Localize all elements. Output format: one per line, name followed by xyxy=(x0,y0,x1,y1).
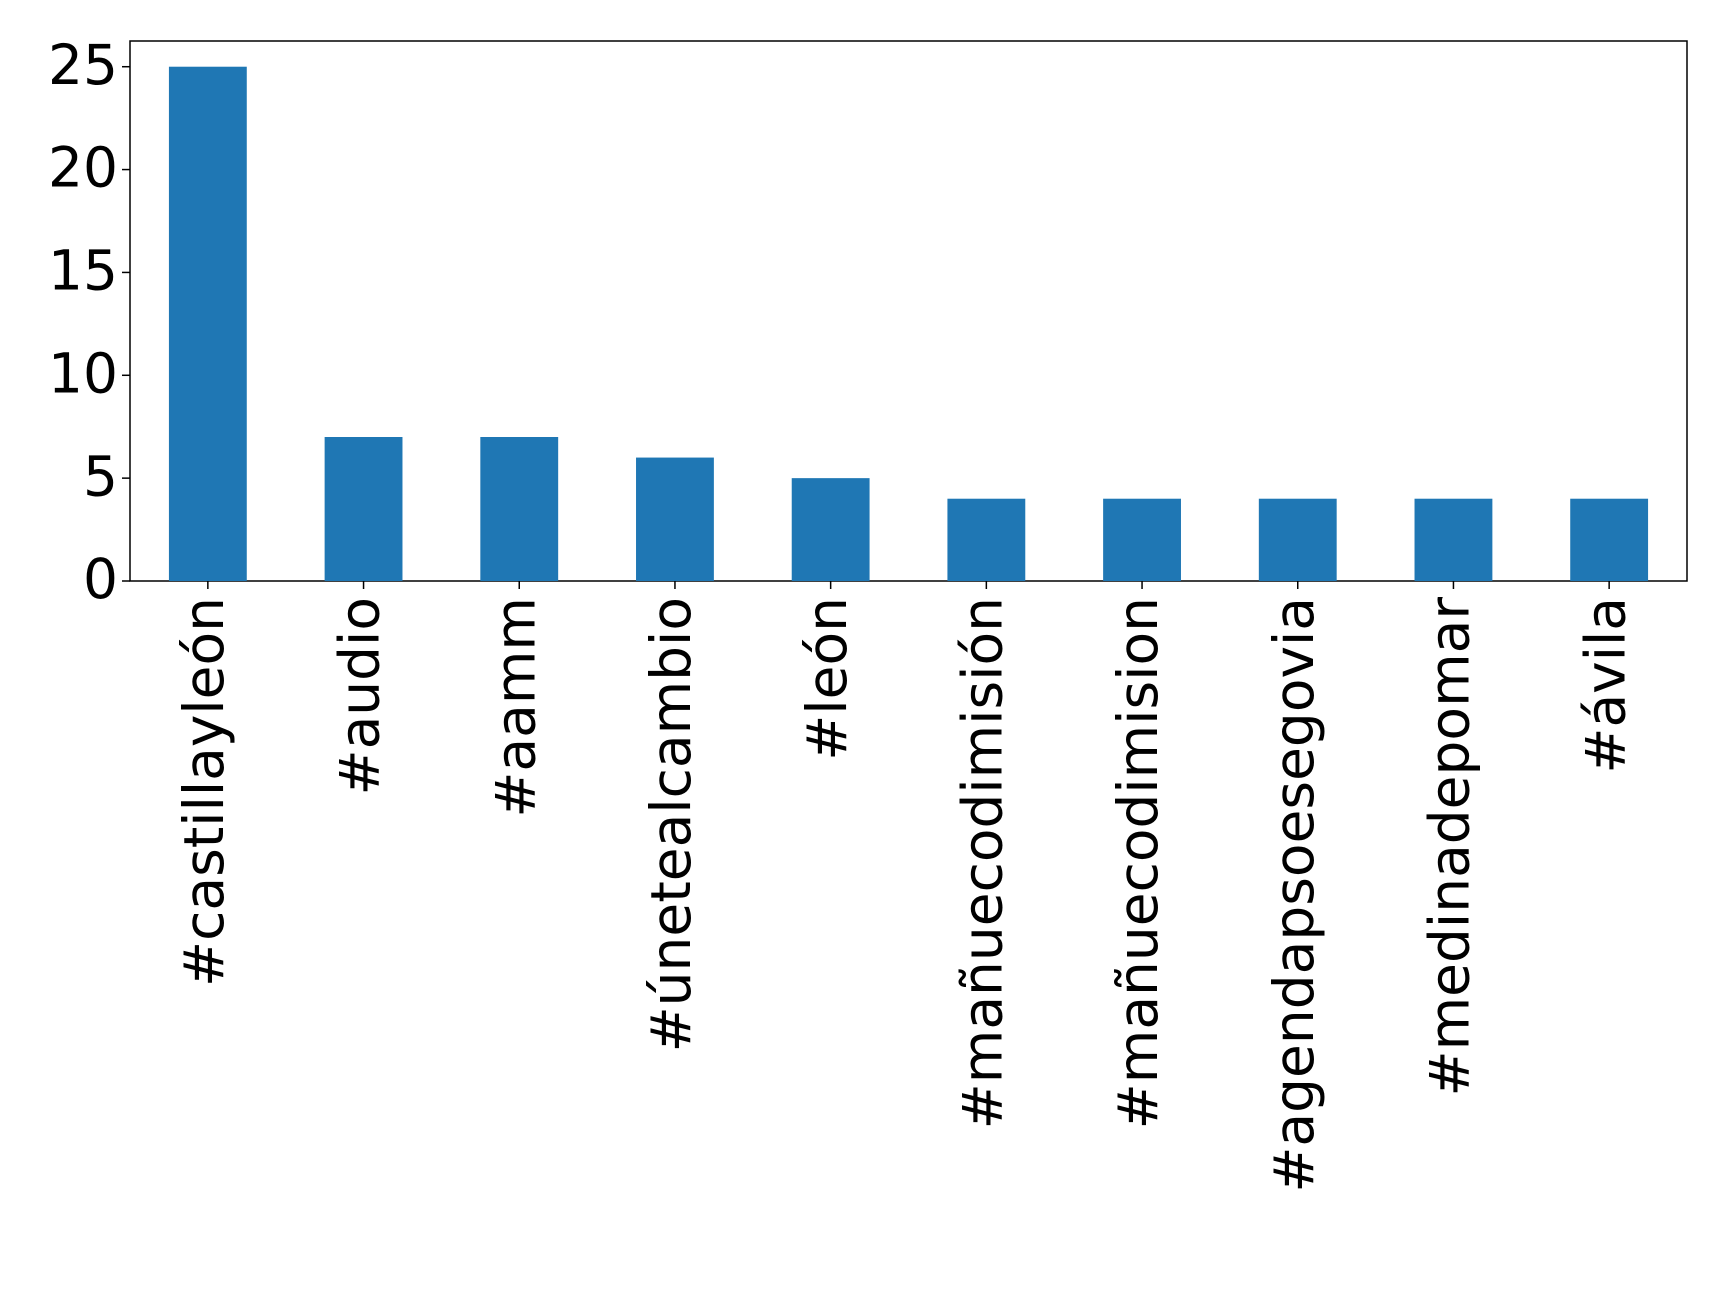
plot-frame xyxy=(129,40,1688,582)
bar xyxy=(1570,498,1649,581)
y-tick-label: 5 xyxy=(83,444,118,508)
x-tick-label: #aamm xyxy=(483,597,547,818)
bar xyxy=(324,437,403,581)
x-tick-label: #castillayleón xyxy=(172,597,236,987)
bar xyxy=(1103,498,1181,581)
y-tick-label: 10 xyxy=(48,341,118,405)
bar xyxy=(947,498,1026,581)
bar xyxy=(480,437,559,581)
bar xyxy=(791,478,870,581)
x-tick-label: #mañuecodimisión xyxy=(950,597,1014,1129)
bar xyxy=(1414,498,1493,581)
bar xyxy=(1258,498,1337,581)
y-tick-label: 20 xyxy=(48,136,118,200)
x-tick-label: #medinadepomar xyxy=(1418,597,1482,1097)
x-tick-label: #agendapsoesegovia xyxy=(1262,597,1326,1193)
x-tick-label: #mañuecodimision xyxy=(1106,597,1170,1129)
bar xyxy=(168,66,247,581)
x-tick-label: #león xyxy=(795,597,859,761)
x-tick-label: #únetealcambio xyxy=(639,597,703,1052)
x-tick-label: #ávila xyxy=(1573,597,1637,774)
y-tick-label: 25 xyxy=(48,33,118,97)
bar xyxy=(636,457,714,581)
y-tick-label: 15 xyxy=(48,239,118,303)
y-tick-label: 0 xyxy=(83,547,118,611)
x-tick-label: #audio xyxy=(328,597,392,796)
